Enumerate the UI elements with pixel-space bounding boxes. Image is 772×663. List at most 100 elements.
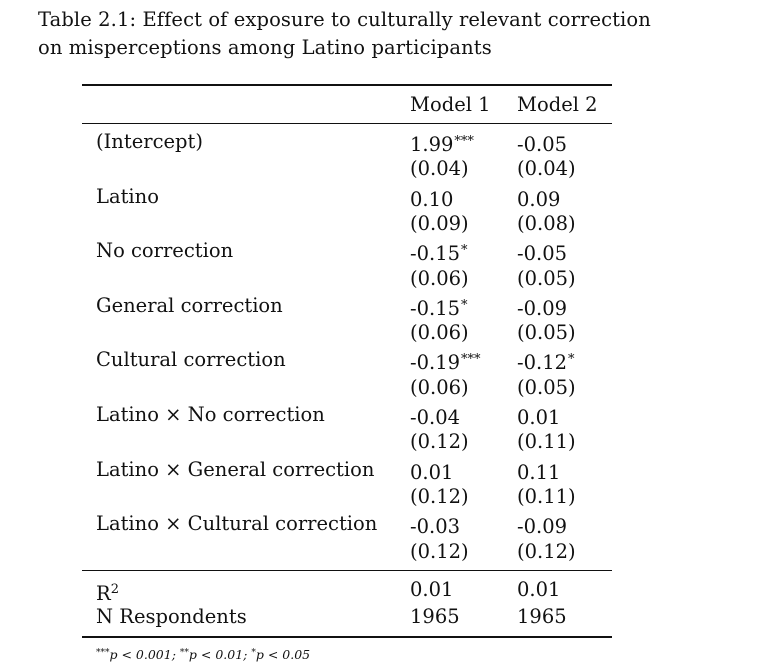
footnote-text-2: p < 0.01; [188, 647, 252, 662]
model-1-se: (0.12) [410, 428, 469, 455]
row-label: Latino × General correction [96, 456, 374, 483]
model-2-se: (0.08) [517, 210, 576, 237]
model-2-se-text: (0.12) [517, 539, 576, 563]
caption-line-2: on misperceptions among Latino participa… [38, 36, 492, 59]
significance-footnote: ***p < 0.001; **p < 0.01; *p < 0.05 [96, 645, 310, 663]
stat-label-text: R [96, 582, 111, 605]
model-2-coef: 0.01 [517, 401, 561, 431]
row-label-text: Latino × No correction [96, 403, 325, 426]
model-1-coef-text: -0.15 [410, 296, 461, 320]
model-2-stat: 0.01 [517, 576, 560, 603]
model-1-se-text: (0.06) [410, 266, 469, 290]
model-1-stat-text: 1965 [410, 605, 460, 628]
stat-label: N Respondents [96, 603, 247, 630]
row-label-text: Latino [96, 184, 159, 208]
model-2-se-text: (0.05) [517, 375, 576, 399]
model-2-se-text: (0.11) [517, 430, 576, 454]
model-1-se-text: (0.04) [410, 157, 469, 181]
row-label-text: Cultural correction [96, 348, 286, 372]
model-2-coef: 0.11 [517, 456, 561, 486]
row-label-text: General correction [96, 293, 283, 317]
footnote-stars-1: * [251, 648, 256, 658]
top-rule [82, 84, 612, 86]
model-1-coef-text: -0.04 [410, 406, 461, 429]
model-1-coef: 0.01 [410, 456, 454, 486]
model-2-se-text: (0.08) [517, 211, 576, 235]
model-2-coef-text: 0.11 [517, 460, 561, 484]
header-rule [82, 123, 612, 125]
model-1-coef: -0.03 [410, 510, 461, 540]
model-2-se-text: (0.05) [517, 321, 576, 345]
row-label: Latino [96, 183, 159, 210]
row-label: General correction [96, 292, 283, 319]
model-1-se-text: (0.12) [410, 484, 469, 508]
model-1-se: (0.09) [410, 210, 469, 237]
model-2-coef: -0.05 [517, 128, 568, 158]
model-1-coef: -0.15* [410, 292, 468, 322]
model-1-coef-stars: *** [454, 134, 474, 149]
model-1-se: (0.04) [410, 155, 469, 182]
model-1-coef: 1.99*** [410, 128, 474, 158]
row-label-text: Latino × General correction [96, 457, 375, 481]
footnote-text-3: p < 0.05 [255, 647, 311, 662]
model-2-coef: -0.05 [517, 237, 568, 267]
model-2-coef-text: -0.05 [517, 242, 568, 266]
footnote-stars-3: *** [96, 648, 110, 658]
model-2-coef-text: 0.01 [517, 406, 561, 429]
model-1-coef-text: 0.10 [410, 187, 454, 211]
model-1-stat: 1965 [410, 603, 460, 630]
model-2-se-text: (0.04) [517, 157, 576, 181]
header-model-2: Model 2 [517, 93, 598, 116]
model-2-coef: -0.09 [517, 510, 568, 540]
model-2-se: (0.05) [517, 265, 576, 292]
stats-rule [82, 570, 612, 572]
model-1-coef-text: -0.19 [410, 351, 461, 375]
model-1-se: (0.12) [410, 483, 469, 510]
model-2-stat: 1965 [517, 603, 567, 630]
model-1-coef-stars: * [461, 297, 468, 313]
model-1-se: (0.12) [410, 538, 469, 565]
model-1-coef: -0.15* [410, 237, 468, 267]
model-2-se: (0.05) [517, 319, 576, 346]
model-1-se-text: (0.12) [410, 430, 469, 454]
model-1-coef: 0.10 [410, 183, 454, 213]
model-1-se: (0.06) [410, 265, 469, 292]
model-1-coef-text: 1.99 [410, 133, 454, 156]
model-2-se-text: (0.11) [517, 484, 576, 508]
row-label-text: (Intercept) [96, 130, 203, 153]
model-2-se: (0.12) [517, 538, 576, 565]
table-caption: Table 2.1: Effect of exposure to cultura… [38, 6, 758, 62]
model-2-se: (0.11) [517, 483, 576, 510]
model-2-coef-stars: * [568, 352, 575, 368]
model-1-stat-text: 0.01 [410, 578, 454, 601]
model-2-coef-text: -0.05 [517, 133, 568, 156]
model-1-stat: 0.01 [410, 576, 453, 603]
row-label: (Intercept) [96, 128, 203, 155]
caption-line-1: Table 2.1: Effect of exposure to cultura… [38, 8, 651, 31]
stat-label-superscript: 2 [110, 582, 119, 597]
model-2-coef-text: -0.09 [517, 515, 568, 539]
model-2-coef-text: -0.12 [517, 351, 568, 375]
model-1-coef-text: -0.15 [410, 242, 461, 266]
model-2-se: (0.05) [517, 374, 576, 401]
row-label: Latino × Cultural correction [96, 510, 377, 537]
model-2-coef: -0.12* [517, 346, 575, 376]
row-label-text: Latino × Cultural correction [96, 512, 378, 536]
footnote-stars-2: ** [179, 648, 189, 658]
row-label: Latino × No correction [96, 401, 325, 428]
model-2-coef-text: 0.09 [517, 187, 561, 211]
footnote-text-1: p < 0.001; [109, 647, 180, 662]
model-1-coef: -0.04 [410, 401, 461, 431]
header-model-1: Model 1 [410, 93, 491, 116]
row-label: No correction [96, 237, 233, 264]
stat-label-text: N Respondents [96, 605, 247, 628]
model-2-coef: 0.09 [517, 183, 561, 213]
model-2-coef: -0.09 [517, 292, 568, 322]
stat-label: R2 [96, 576, 119, 607]
model-1-se: (0.06) [410, 374, 469, 401]
model-1-se-text: (0.12) [410, 539, 469, 563]
row-label: Cultural correction [96, 346, 286, 373]
row-label-text: No correction [96, 239, 234, 263]
model-2-coef-text: -0.09 [517, 296, 568, 320]
model-1-se-text: (0.06) [410, 375, 469, 399]
